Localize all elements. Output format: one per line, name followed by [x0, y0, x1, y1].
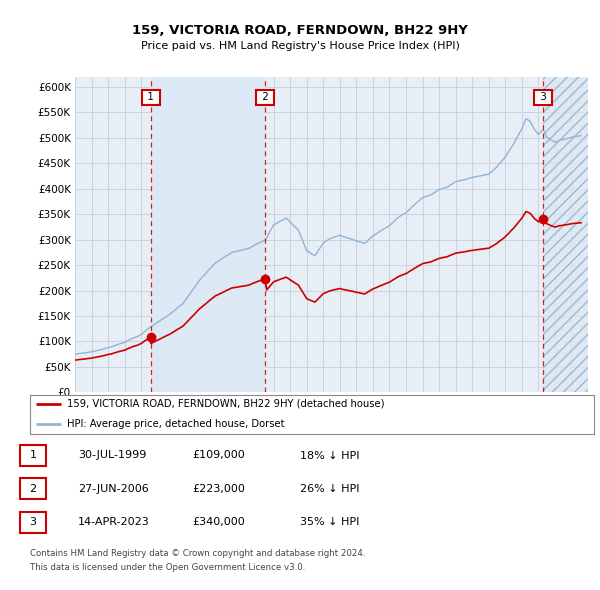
Text: 27-JUN-2006: 27-JUN-2006 — [78, 484, 149, 493]
Text: 2: 2 — [29, 484, 37, 493]
Text: 30-JUL-1999: 30-JUL-1999 — [78, 451, 146, 460]
Text: 35% ↓ HPI: 35% ↓ HPI — [300, 517, 359, 527]
Text: £223,000: £223,000 — [192, 484, 245, 493]
Bar — [543, 77, 588, 392]
Bar — [151, 77, 265, 392]
Text: £340,000: £340,000 — [192, 517, 245, 527]
Text: 159, VICTORIA ROAD, FERNDOWN, BH22 9HY: 159, VICTORIA ROAD, FERNDOWN, BH22 9HY — [132, 24, 468, 37]
Text: 18% ↓ HPI: 18% ↓ HPI — [300, 451, 359, 460]
Text: HPI: Average price, detached house, Dorset: HPI: Average price, detached house, Dors… — [67, 419, 284, 429]
Text: £109,000: £109,000 — [192, 451, 245, 460]
Text: This data is licensed under the Open Government Licence v3.0.: This data is licensed under the Open Gov… — [30, 563, 305, 572]
Text: 3: 3 — [536, 92, 550, 102]
Text: 1: 1 — [29, 451, 37, 460]
Text: Price paid vs. HM Land Registry's House Price Index (HPI): Price paid vs. HM Land Registry's House … — [140, 41, 460, 51]
Text: 1: 1 — [144, 92, 157, 102]
Text: 2: 2 — [259, 92, 272, 102]
Bar — [543, 77, 588, 392]
Text: Contains HM Land Registry data © Crown copyright and database right 2024.: Contains HM Land Registry data © Crown c… — [30, 549, 365, 558]
Text: 159, VICTORIA ROAD, FERNDOWN, BH22 9HY (detached house): 159, VICTORIA ROAD, FERNDOWN, BH22 9HY (… — [67, 399, 384, 409]
Text: 14-APR-2023: 14-APR-2023 — [78, 517, 150, 527]
Text: 3: 3 — [29, 517, 37, 527]
Text: 26% ↓ HPI: 26% ↓ HPI — [300, 484, 359, 493]
